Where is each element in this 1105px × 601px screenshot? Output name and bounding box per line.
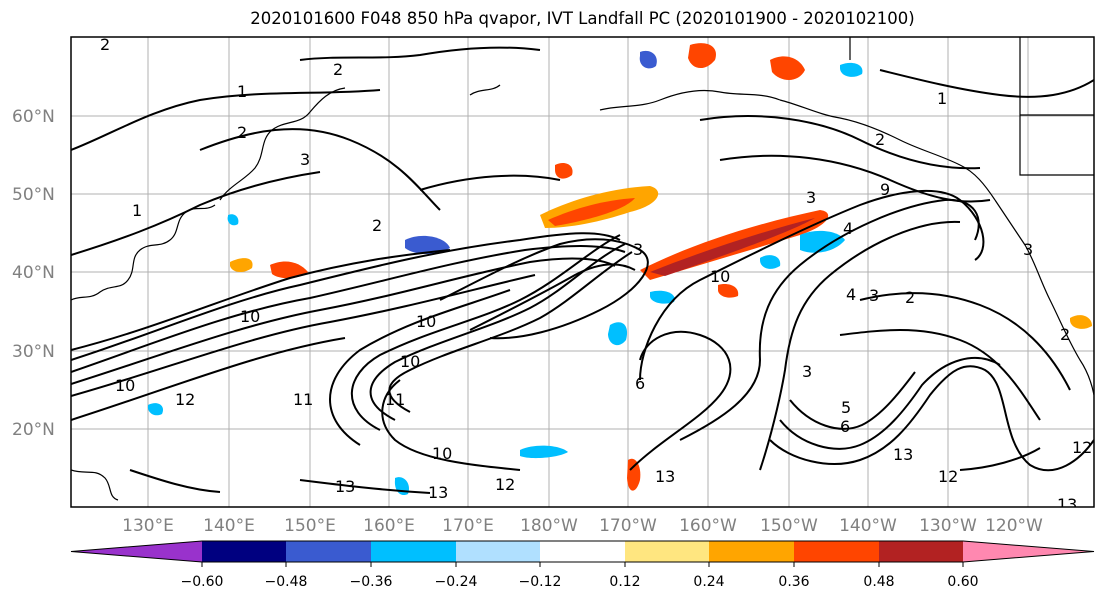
lat-label: 50°N bbox=[12, 185, 55, 205]
lon-label: 160°E bbox=[363, 516, 415, 536]
contour-label: 10 bbox=[710, 267, 730, 286]
longitude-labels: 130°E 140°E 150°E 160°E 170°E 180°W 170°… bbox=[122, 516, 1043, 536]
colorbar: −0.60 −0.48 −0.36 −0.24 −0.12 0.12 0.24 … bbox=[70, 540, 1095, 590]
contour-label: 13 bbox=[335, 477, 355, 496]
lat-label: 40°N bbox=[12, 263, 55, 283]
contour-labels: 2 2 1 1 2 3 2 1 2 3 3 4 9 3 10 10 10 2 4… bbox=[100, 35, 1092, 514]
contour-label: 2 bbox=[1060, 325, 1070, 344]
contour-label: 11 bbox=[385, 390, 405, 409]
contour-label: 3 bbox=[802, 362, 812, 381]
contour-label: 10 bbox=[115, 376, 135, 395]
contour-label: 12 bbox=[1072, 438, 1092, 457]
lon-label: 160°W bbox=[679, 516, 737, 536]
lon-label: 120°W bbox=[985, 516, 1043, 536]
contour-label: 2 bbox=[875, 130, 885, 149]
contour-label: 3 bbox=[300, 150, 310, 169]
contour-label: 10 bbox=[416, 312, 436, 331]
lat-label: 30°N bbox=[12, 342, 55, 362]
contour-label: 2 bbox=[333, 60, 343, 79]
contour-label: 12 bbox=[175, 390, 195, 409]
colorbar-tick-label: 0.48 bbox=[863, 574, 894, 590]
contour-label: 5 bbox=[841, 398, 851, 417]
lon-label: 170°W bbox=[599, 516, 657, 536]
contour-label: 1 bbox=[937, 89, 947, 108]
contour-label: 13 bbox=[655, 467, 675, 486]
colorbar-segment bbox=[540, 541, 625, 562]
colorbar-tick-label: −0.60 bbox=[181, 574, 224, 590]
colorbar-segment bbox=[286, 541, 371, 562]
colorbar-segment bbox=[625, 541, 709, 562]
contour-label: 3 bbox=[633, 240, 643, 259]
colorbar-segment bbox=[879, 541, 963, 562]
contour-label: 2 bbox=[372, 216, 382, 235]
contour-label: 4 bbox=[843, 219, 853, 238]
contour-label: 1 bbox=[132, 201, 142, 220]
lon-label: 130°W bbox=[919, 516, 977, 536]
contour-label: 1 bbox=[237, 82, 247, 101]
coastlines bbox=[71, 37, 1094, 501]
contour-label: 3 bbox=[806, 188, 816, 207]
colorbar-tick-label: −0.36 bbox=[350, 574, 393, 590]
graticule bbox=[71, 37, 1094, 507]
page-title: 2020101600 F048 850 hPa qvapor, IVT Land… bbox=[250, 9, 915, 28]
contour-label: 4 bbox=[846, 285, 856, 304]
map-border bbox=[70, 36, 1095, 508]
colorbar-tick-label: −0.24 bbox=[435, 574, 478, 590]
colorbar-tick-label: 0.36 bbox=[778, 574, 809, 590]
qvapor-anomaly-shading bbox=[147, 43, 1092, 496]
contour-label: 11 bbox=[293, 390, 313, 409]
contour-label: 9 bbox=[880, 180, 890, 199]
contour-label: 12 bbox=[495, 475, 515, 494]
contour-label: 6 bbox=[635, 374, 645, 393]
colorbar-segment bbox=[371, 541, 456, 562]
contour-label: 13 bbox=[428, 483, 448, 502]
contour-label: 3 bbox=[1023, 240, 1033, 259]
colorbar-tick-label: 0.60 bbox=[947, 574, 978, 590]
contour-label: 12 bbox=[938, 467, 958, 486]
lon-label: 170°E bbox=[442, 516, 494, 536]
lon-label: 130°E bbox=[122, 516, 174, 536]
colorbar-segment bbox=[202, 541, 286, 562]
lon-label: 180°W bbox=[520, 516, 578, 536]
colorbar-tick-label: 0.24 bbox=[693, 574, 724, 590]
lon-label: 150°E bbox=[284, 516, 336, 536]
lat-label: 20°N bbox=[12, 420, 55, 440]
contour-label: 6 bbox=[840, 417, 850, 436]
contour-label: 13 bbox=[1057, 495, 1077, 514]
contour-label: 13 bbox=[893, 445, 913, 464]
colorbar-segment bbox=[794, 541, 879, 562]
colorbar-tick-label: −0.12 bbox=[519, 574, 562, 590]
colorbar-tick-label: 0.12 bbox=[609, 574, 640, 590]
colorbar-segment bbox=[456, 541, 540, 562]
lon-label: 140°E bbox=[203, 516, 255, 536]
contour-label: 2 bbox=[100, 35, 110, 54]
colorbar-segment bbox=[963, 541, 1094, 562]
lat-label: 60°N bbox=[12, 107, 55, 127]
contour-label: 2 bbox=[905, 288, 915, 307]
contour-label: 2 bbox=[237, 123, 247, 142]
lon-label: 150°W bbox=[760, 516, 818, 536]
ivt-contours bbox=[71, 46, 1094, 494]
lon-label: 140°W bbox=[839, 516, 897, 536]
colorbar-segment bbox=[709, 541, 794, 562]
contour-label: 10 bbox=[400, 352, 420, 371]
contour-label: 10 bbox=[240, 307, 260, 326]
latitude-labels: 60°N 50°N 40°N 30°N 20°N bbox=[12, 107, 55, 440]
contour-label: 10 bbox=[432, 444, 452, 463]
colorbar-segment bbox=[71, 541, 202, 562]
contour-label: 3 bbox=[869, 286, 879, 305]
colorbar-tick-label: −0.48 bbox=[265, 574, 308, 590]
